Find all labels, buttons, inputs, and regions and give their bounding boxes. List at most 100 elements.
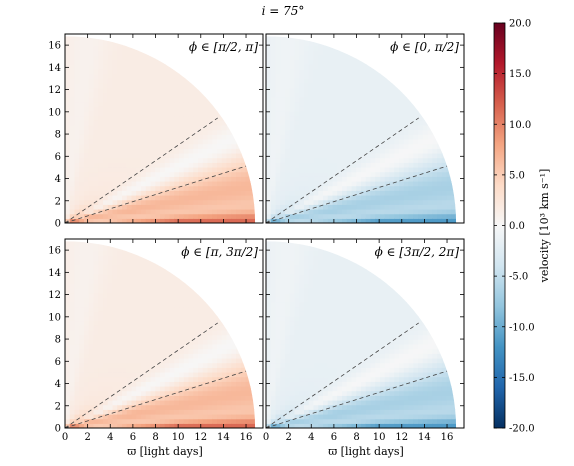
heatmap-cell (217, 409, 223, 415)
heatmap-cell (250, 204, 256, 210)
heatmap-cell (226, 423, 232, 428)
heatmap-cell (304, 362, 310, 368)
heatmap-cell (164, 64, 171, 70)
heatmap-cell (193, 199, 199, 205)
heatmap-cell (179, 78, 185, 84)
heatmap-cell (112, 250, 118, 256)
heatmap-cell (308, 371, 315, 378)
heatmap-cell (169, 362, 175, 368)
heatmap-cell (285, 134, 291, 140)
heatmap-cell (289, 343, 296, 350)
heatmap-cell (93, 334, 99, 340)
heatmap-cell (226, 157, 232, 163)
heatmap-cell (74, 101, 80, 107)
heatmap-cell (285, 129, 291, 135)
heatmap-cell (289, 353, 296, 359)
heatmap-cell (427, 199, 433, 205)
heatmap-cell (285, 50, 291, 56)
heatmap-cell (126, 423, 133, 428)
heatmap-cell (280, 106, 286, 112)
heatmap-cell (117, 96, 123, 103)
heatmap-cell (79, 134, 85, 140)
heatmap-cell (88, 124, 95, 131)
heatmap-cell (318, 367, 324, 373)
heatmap-cell (275, 143, 281, 149)
heatmap-cell (65, 245, 71, 252)
heatmap-cell (313, 353, 319, 359)
heatmap-cell (74, 87, 80, 93)
heatmap-cell (188, 115, 194, 121)
heatmap-cell (65, 87, 71, 93)
heatmap-cell (98, 306, 104, 312)
heatmap-cell (131, 134, 137, 140)
heatmap-cell (236, 194, 242, 201)
heatmap-cell (103, 208, 109, 215)
heatmap-cell (107, 353, 114, 359)
heatmap-cell (79, 418, 85, 424)
heatmap-cell (93, 343, 99, 350)
heatmap-cell (103, 101, 109, 107)
heatmap-cell (131, 404, 137, 410)
heatmap-cell (65, 162, 71, 168)
heatmap-cell (327, 264, 334, 270)
heatmap-cell (65, 381, 71, 387)
heatmap-cell (112, 40, 118, 47)
heatmap-cell (280, 138, 286, 145)
heatmap-cell (280, 339, 286, 345)
heatmap-cell (155, 297, 161, 303)
heatmap-cell (117, 348, 123, 354)
heatmap-cell (318, 404, 324, 410)
heatmap-cell (207, 185, 213, 191)
heatmap-cell (221, 148, 228, 154)
heatmap-cell (308, 106, 315, 112)
heatmap-cell (389, 171, 395, 177)
heatmap-cell (169, 320, 175, 326)
heatmap-cell (126, 101, 133, 107)
heatmap-cell (289, 120, 296, 126)
heatmap-cell (308, 306, 315, 312)
heatmap-cell (240, 194, 247, 201)
heatmap-cell (93, 45, 99, 51)
heatmap-cell (141, 64, 147, 70)
heatmap-cell (394, 176, 400, 182)
heatmap-cell (266, 287, 272, 294)
heatmap-cell (179, 213, 185, 219)
heatmap-cell (221, 208, 228, 215)
heatmap-cell (93, 306, 99, 312)
heatmap-cell (226, 381, 232, 387)
heatmap-cell (131, 311, 137, 317)
heatmap-cell (69, 339, 76, 345)
heatmap-cell (107, 208, 114, 215)
heatmap-cell (131, 82, 137, 89)
heatmap-cell (69, 404, 76, 410)
heatmap-cell (155, 78, 161, 84)
heatmap-cell (356, 418, 362, 424)
heatmap-cell (202, 190, 209, 196)
heatmap-cell (112, 218, 118, 224)
heatmap-cell (250, 399, 256, 406)
heatmap-cell (188, 162, 194, 168)
heatmap-cell (399, 92, 405, 98)
heatmap-cell (270, 92, 277, 98)
heatmap-cell (79, 129, 85, 135)
heatmap-cell (98, 143, 104, 149)
heatmap-cell (270, 171, 277, 177)
heatmap-cell (236, 171, 242, 177)
heatmap-cell (103, 259, 109, 266)
heatmap-cell (275, 381, 281, 387)
heatmap-cell (141, 273, 147, 280)
heatmap-cell (280, 395, 286, 401)
heatmap-cell (217, 413, 223, 420)
heatmap-cell (202, 357, 209, 364)
heatmap-cell (160, 110, 166, 117)
heatmap-cell (160, 213, 166, 219)
heatmap-cell (375, 190, 381, 196)
heatmap-cell (394, 124, 400, 131)
heatmap-cell (136, 348, 142, 354)
heatmap-cell (65, 409, 71, 415)
heatmap-cell (323, 264, 329, 270)
heatmap-cell (155, 348, 161, 354)
heatmap-cell (122, 418, 128, 424)
heatmap-cell (285, 180, 291, 187)
heatmap-cell (107, 273, 114, 280)
